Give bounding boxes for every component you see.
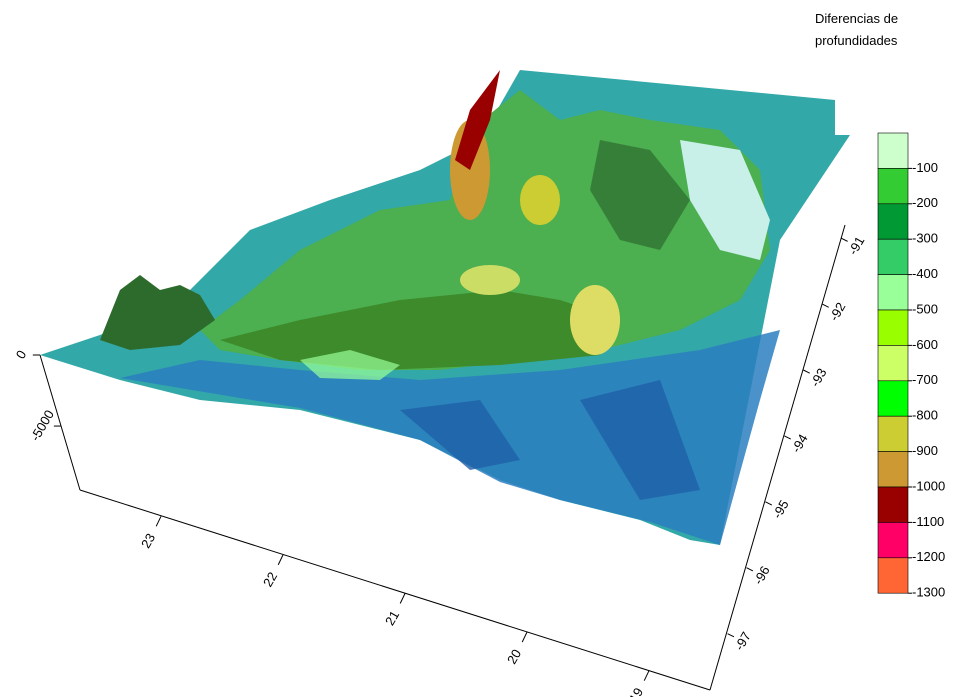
surface — [40, 70, 850, 545]
colorbar-swatch — [878, 275, 908, 310]
tick-mark — [765, 502, 771, 505]
colorbar-label: -800 — [912, 408, 938, 423]
x-tick-label: 23 — [138, 531, 158, 551]
y-tick-label: -97 — [731, 629, 753, 653]
y-tick-label: -93 — [807, 366, 829, 390]
x-tick-label: 20 — [504, 647, 524, 667]
colorbar-swatch — [878, 522, 908, 557]
colorbar-swatch — [878, 239, 908, 274]
tick-mark — [156, 516, 161, 526]
colorbar-swatch — [878, 345, 908, 380]
x-tick-label: 21 — [382, 608, 402, 628]
y-tick-label: -91 — [845, 234, 867, 258]
colorbar-label: -300 — [912, 231, 938, 246]
z-tick-label: 0 — [13, 348, 30, 362]
tick-mark — [278, 555, 283, 565]
colorbar-swatch — [878, 133, 908, 168]
colorbar-label: -1100 — [912, 514, 944, 529]
tick-mark — [747, 568, 753, 571]
colorbar-swatch — [878, 381, 908, 416]
colorbar-swatch — [878, 452, 908, 487]
colorbar-label: -400 — [912, 266, 938, 281]
tick-mark — [803, 370, 809, 373]
colorbar-swatch — [878, 168, 908, 203]
colorbar-label: -100 — [912, 160, 938, 175]
tick-mark — [728, 634, 734, 637]
colorbar-swatch — [878, 487, 908, 522]
colorbar-swatch — [878, 558, 908, 593]
tick-mark — [400, 594, 405, 604]
colorbar-label: -200 — [912, 195, 938, 210]
x-tick-label: 22 — [260, 569, 280, 589]
colorbar: -100 -200 -300 -400 -500 -600 -700 -800 -900 -100… — [878, 133, 945, 600]
colorbar-label: -700 — [912, 372, 938, 387]
y-tick-label: -94 — [788, 431, 810, 455]
colorbar-label: -1000 — [912, 478, 945, 493]
colorbar-label: -500 — [912, 301, 938, 316]
tick-mark — [522, 632, 527, 642]
colorbar-label: -900 — [912, 443, 938, 458]
colorbar-label: -1200 — [912, 549, 945, 564]
tick-mark — [644, 671, 649, 681]
z-tick-label: -5000 — [27, 407, 57, 443]
tick-mark — [784, 436, 790, 439]
colorbar-label: -600 — [912, 337, 938, 352]
colorbar-swatch — [878, 310, 908, 345]
y-tick-label: -95 — [769, 497, 791, 521]
x-axis — [80, 490, 710, 690]
chart: Diferencias deprofundidades -100 -200 -300… — [0, 0, 962, 697]
colorbar-label: -1300 — [912, 585, 945, 600]
x-tick-label: 19 — [626, 685, 646, 697]
y-tick-label: -96 — [750, 563, 772, 587]
y-tick-label: -92 — [826, 300, 848, 324]
colorbar-swatch — [878, 204, 908, 239]
colorbar-swatch — [878, 416, 908, 451]
tick-mark — [822, 304, 828, 307]
tick-mark — [841, 238, 847, 241]
